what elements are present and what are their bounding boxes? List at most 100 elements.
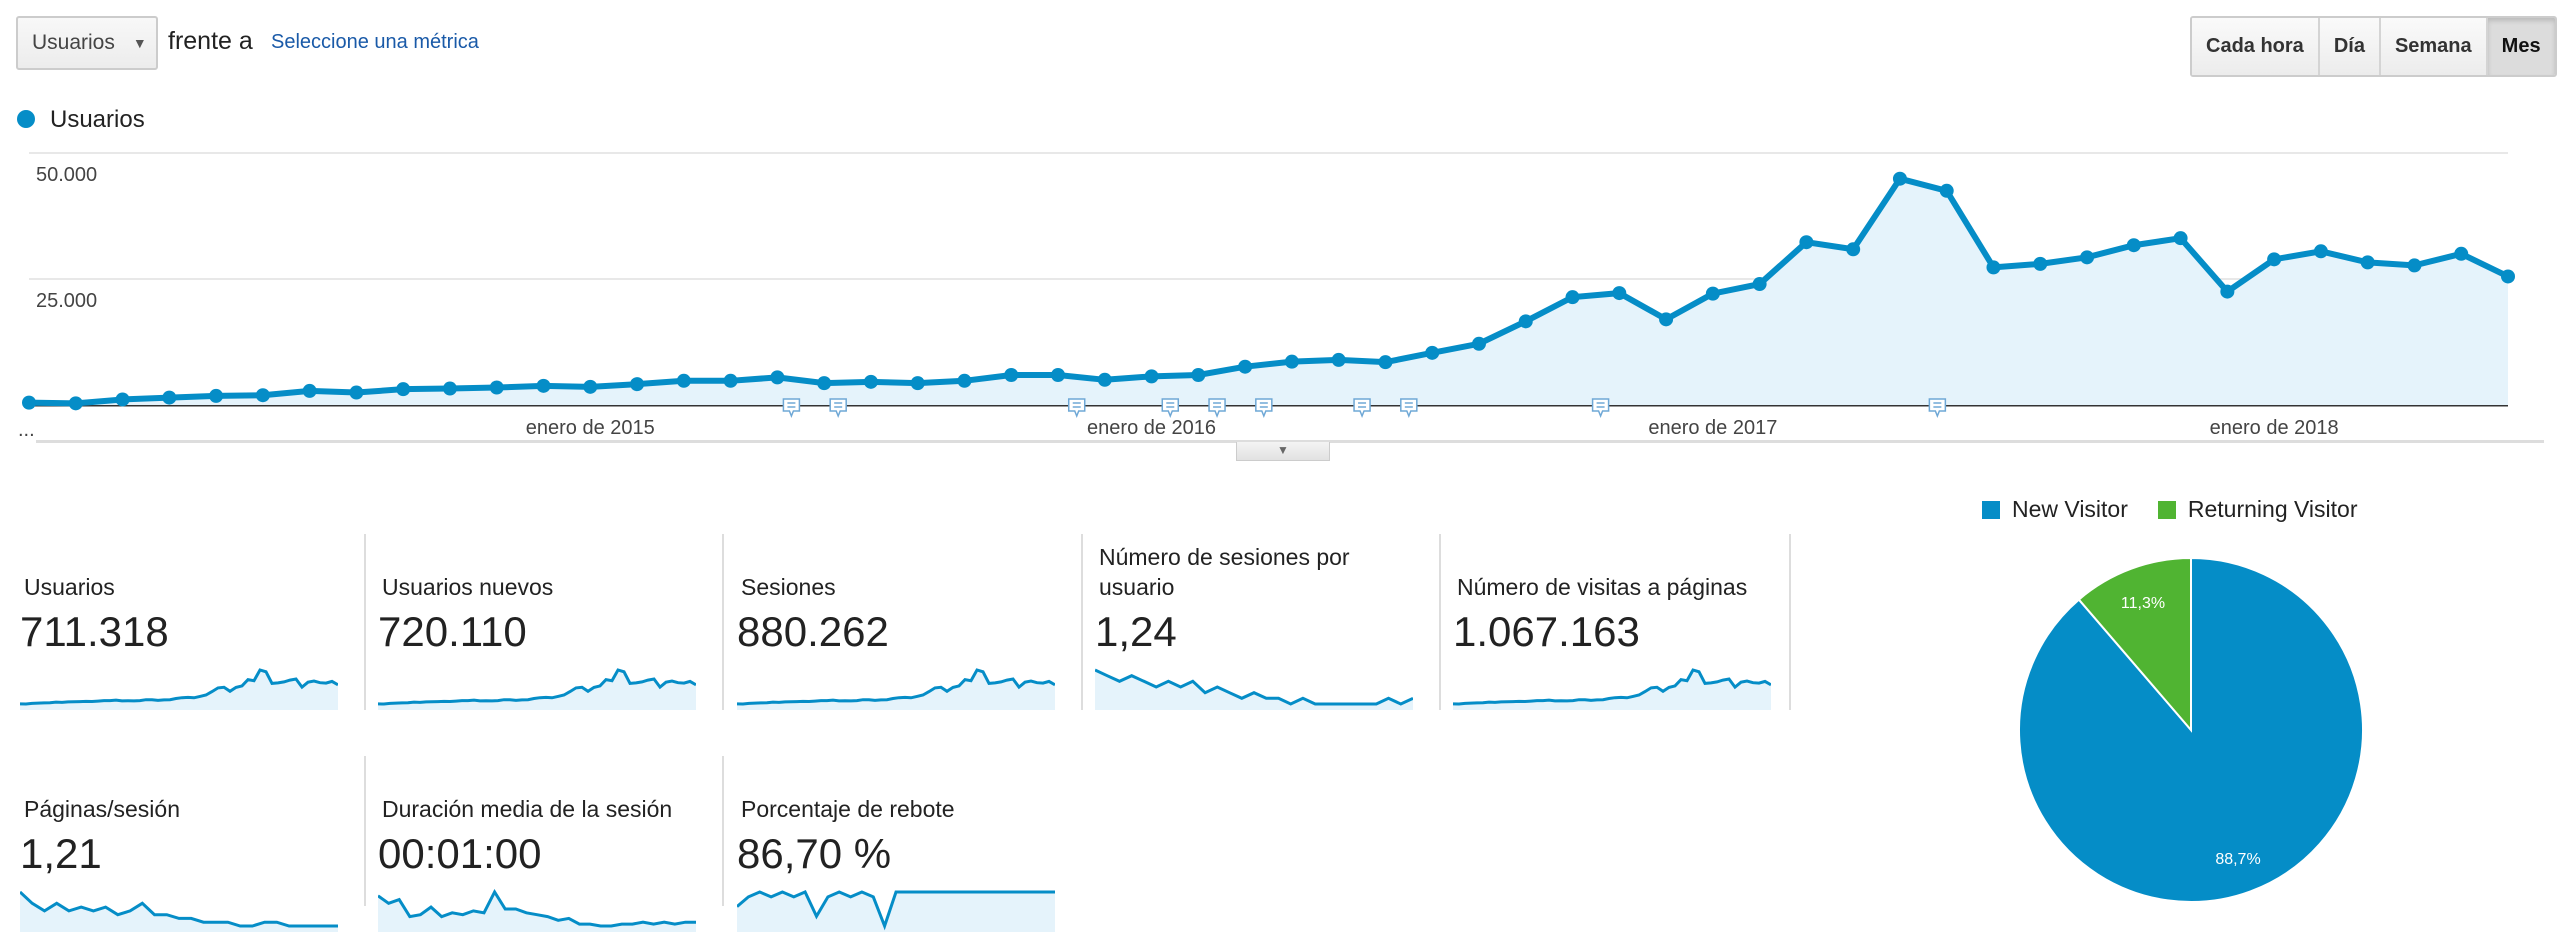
data-point[interactable] [2360,255,2375,270]
x-first-label: ... [18,419,35,441]
annotation-icon[interactable] [1255,398,1273,419]
sparkline-line [737,890,1055,931]
data-point[interactable] [1752,277,1767,292]
y-tick-label: 25.000 [36,290,97,312]
granularity-week-button[interactable]: Semana [2380,18,2488,75]
data-point[interactable] [2080,250,2095,265]
tile-divider [722,756,724,906]
data-point[interactable] [1238,359,1253,374]
data-point[interactable] [1799,235,1814,250]
annotation-icon[interactable] [1161,398,1180,419]
metric-tile[interactable]: Porcentaje de rebote 86,70 % [733,756,1073,932]
data-point[interactable] [255,388,270,403]
data-point[interactable] [2407,258,2422,273]
sparkline-line [20,890,338,928]
users-line-chart[interactable]: 25.000 50.000 enero de 2015 enero de 2016 en… [0,0,2560,470]
tile-divider [1789,534,1791,710]
granularity-hour-button[interactable]: Cada hora [2192,18,2320,75]
metric-tile[interactable]: Usuarios nuevos 720.110 [374,534,714,710]
data-point[interactable] [115,392,130,407]
data-point[interactable] [22,395,36,410]
data-point[interactable] [349,385,364,400]
annotation-icon[interactable] [1591,398,1610,419]
annotation-icon[interactable] [1353,398,1371,419]
data-point[interactable] [1144,369,1159,384]
annotation-icon[interactable] [1208,398,1226,419]
metric-tile[interactable]: Usuarios 711.318 [16,534,356,710]
data-point[interactable] [302,383,317,398]
metric-label: Páginas/sesión [24,796,180,822]
sparkline-line [1095,668,1413,706]
data-point[interactable] [2501,269,2515,284]
data-point[interactable] [1892,171,1907,186]
data-point[interactable] [209,388,224,403]
data-point[interactable] [957,373,972,388]
annotation-icon[interactable] [782,398,801,419]
data-point[interactable] [1659,312,1674,327]
data-point[interactable] [1518,314,1533,329]
tile-divider [364,534,366,710]
metric-tile[interactable]: Páginas/sesión 1,21 [16,756,356,932]
metric-sparkline [1095,668,1413,710]
legend-new-visitor-swatch [1982,500,2000,519]
tile-divider [364,756,366,906]
annotation-icon[interactable] [829,398,847,419]
annotation-icon[interactable] [1928,398,1947,419]
metric-tile[interactable]: Sesiones 880.262 [733,534,1073,710]
data-point[interactable] [676,373,691,388]
data-point[interactable] [1565,290,1580,305]
metric-select[interactable]: Usuarios ▼ [16,16,158,70]
data-point[interactable] [1051,368,1066,383]
pie-label-new: 88,7% [2215,851,2260,868]
data-point[interactable] [2313,244,2328,259]
data-point[interactable] [583,379,598,394]
data-point[interactable] [1004,368,1019,383]
metric-tile[interactable]: Número de visitas a páginas 1.067.163 [1449,534,1789,710]
data-point[interactable] [723,373,738,388]
data-point[interactable] [1846,242,1861,257]
data-point[interactable] [489,380,504,395]
chevron-down-icon: ▼ [132,35,147,51]
legend-returning-visitor: Returning Visitor [2187,496,2358,522]
data-point[interactable] [630,377,645,392]
data-point[interactable] [2173,231,2188,246]
data-point[interactable] [1425,345,1440,360]
data-point[interactable] [910,376,925,391]
pie-slice-returning-visitor[interactable] [2077,556,2192,733]
select-metric-link[interactable]: Seleccione una métrica [271,31,479,53]
data-point[interactable] [2033,256,2048,271]
data-point[interactable] [1191,368,1206,383]
annotation-icon[interactable] [1067,398,1086,419]
data-point[interactable] [1097,372,1112,387]
data-point[interactable] [1939,183,1954,198]
data-point[interactable] [396,382,411,397]
data-point[interactable] [162,390,177,405]
metric-tile[interactable]: Número de sesiones por usuario 1,24 [1091,534,1431,710]
data-point[interactable] [2267,252,2282,267]
data-point[interactable] [536,378,551,393]
legend-series-label[interactable]: Usuarios [50,106,145,133]
data-point[interactable] [863,374,878,389]
data-point[interactable] [1471,336,1486,351]
granularity-day-button[interactable]: Día [2319,18,2381,75]
chart-collapse-handle[interactable]: ▼ [1236,442,1330,461]
data-point[interactable] [770,370,785,385]
data-point[interactable] [2454,246,2469,261]
data-point[interactable] [1705,286,1720,301]
data-point[interactable] [1378,355,1393,370]
annotation-icon[interactable] [1400,398,1418,419]
data-point[interactable] [68,396,83,411]
data-point[interactable] [1284,354,1299,369]
data-point[interactable] [2126,238,2141,253]
metric-label: Usuarios nuevos [382,574,554,600]
granularity-month-button[interactable]: Mes [2487,18,2555,75]
data-point[interactable] [1612,286,1627,301]
data-point[interactable] [817,376,832,391]
data-point[interactable] [1986,260,2001,275]
data-point[interactable] [2220,284,2235,299]
y-tick-label: 50.000 [36,164,97,186]
data-point[interactable] [1331,352,1346,367]
metric-tile[interactable]: Duración media de la sesión 00:01:00 [374,756,714,932]
metric-label: Usuarios [24,574,115,600]
data-point[interactable] [442,381,457,396]
